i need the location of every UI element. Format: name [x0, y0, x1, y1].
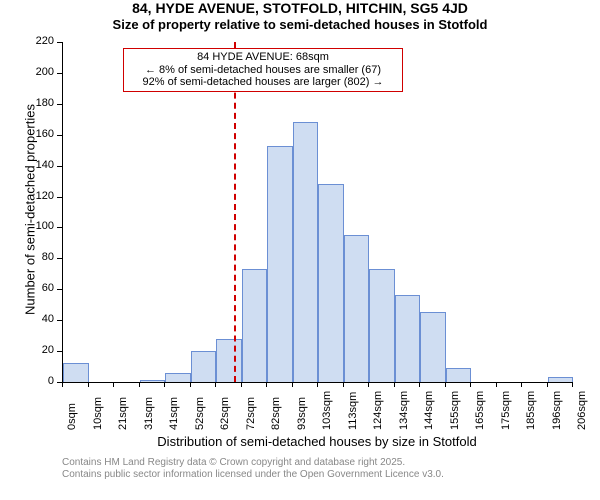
x-tick-label: 113sqm — [347, 392, 359, 430]
x-tick-label: 10sqm — [92, 397, 104, 430]
y-tick-label: 140 — [26, 159, 54, 171]
x-tick — [368, 382, 369, 387]
y-tick-label: 60 — [26, 282, 54, 294]
y-tick — [57, 73, 62, 74]
y-tick-label: 200 — [26, 66, 54, 78]
y-tick — [57, 227, 62, 228]
x-tick-label: 175sqm — [500, 391, 512, 430]
histogram-bar — [369, 269, 395, 382]
x-tick-label: 93sqm — [296, 397, 308, 430]
x-tick-label: 144sqm — [423, 391, 435, 430]
x-tick — [470, 382, 471, 387]
x-tick — [266, 382, 267, 387]
histogram-bar — [63, 363, 89, 382]
x-tick — [343, 382, 344, 387]
x-tick-label: 62sqm — [219, 397, 231, 430]
x-tick-label: 41sqm — [168, 397, 180, 430]
plot-area: 84 HYDE AVENUE: 68sqm ← 8% of semi-detac… — [62, 42, 573, 383]
x-tick-label: 155sqm — [449, 391, 461, 430]
y-tick — [57, 351, 62, 352]
annotation-line1: 84 HYDE AVENUE: 68sqm — [128, 51, 398, 64]
annotation-box: 84 HYDE AVENUE: 68sqm ← 8% of semi-detac… — [123, 48, 403, 92]
y-tick-label: 180 — [26, 97, 54, 109]
histogram-bar — [344, 235, 370, 382]
x-tick-label: 103sqm — [321, 391, 333, 430]
histogram-bar — [293, 122, 319, 382]
chart-subtitle: Size of property relative to semi-detach… — [0, 17, 600, 33]
x-tick — [113, 382, 114, 387]
y-tick — [57, 104, 62, 105]
x-tick-label: 134sqm — [398, 391, 410, 430]
histogram-bar — [216, 339, 242, 382]
histogram-bar — [140, 380, 166, 382]
reference-line — [234, 42, 236, 382]
x-tick-label: 165sqm — [474, 391, 486, 430]
y-tick — [57, 289, 62, 290]
footer-text: Contains HM Land Registry data © Crown c… — [62, 457, 444, 481]
y-tick-label: 40 — [26, 313, 54, 325]
x-tick — [394, 382, 395, 387]
footer-line2: Contains public sector information licen… — [62, 469, 444, 481]
y-tick-label: 80 — [26, 251, 54, 263]
annotation-line3: 92% of semi-detached houses are larger (… — [128, 76, 398, 89]
x-tick — [521, 382, 522, 387]
footer-line1: Contains HM Land Registry data © Crown c… — [62, 457, 444, 469]
chart-title: 84, HYDE AVENUE, STOTFOLD, HITCHIN, SG5 … — [0, 0, 600, 17]
x-tick-label: 196sqm — [551, 391, 563, 430]
y-tick — [57, 197, 62, 198]
histogram-bar — [548, 377, 574, 382]
y-tick-label: 220 — [26, 35, 54, 47]
x-tick-label: 52sqm — [194, 397, 206, 430]
x-tick-label: 72sqm — [245, 397, 257, 430]
histogram-bar — [242, 269, 268, 382]
x-tick — [496, 382, 497, 387]
y-tick-label: 0 — [26, 375, 54, 387]
x-tick-label: 82sqm — [270, 397, 282, 430]
y-tick — [57, 258, 62, 259]
histogram-bar — [191, 351, 217, 382]
y-tick-label: 120 — [26, 190, 54, 202]
annotation-line2: ← 8% of semi-detached houses are smaller… — [128, 64, 398, 77]
x-tick — [419, 382, 420, 387]
x-tick — [547, 382, 548, 387]
y-tick-label: 160 — [26, 128, 54, 140]
x-tick-label: 206sqm — [576, 391, 588, 430]
histogram-bar — [446, 368, 472, 382]
x-axis-label: Distribution of semi-detached houses by … — [62, 434, 572, 449]
y-tick-label: 20 — [26, 344, 54, 356]
y-tick — [57, 42, 62, 43]
x-tick — [572, 382, 573, 387]
histogram-bar — [165, 373, 191, 382]
y-tick — [57, 320, 62, 321]
x-tick — [139, 382, 140, 387]
y-axis-label: Number of semi-detached properties — [23, 85, 38, 335]
x-tick — [292, 382, 293, 387]
x-tick-label: 185sqm — [525, 391, 537, 430]
x-tick — [241, 382, 242, 387]
chart-container: 84, HYDE AVENUE, STOTFOLD, HITCHIN, SG5 … — [0, 0, 600, 500]
y-tick-label: 100 — [26, 220, 54, 232]
x-tick — [88, 382, 89, 387]
x-tick-label: 0sqm — [66, 403, 78, 430]
histogram-bar — [318, 184, 344, 382]
x-tick — [190, 382, 191, 387]
x-tick — [62, 382, 63, 387]
histogram-bar — [267, 146, 293, 382]
x-tick — [164, 382, 165, 387]
x-tick-label: 21sqm — [117, 397, 129, 430]
y-tick — [57, 166, 62, 167]
x-tick-label: 31sqm — [143, 397, 155, 430]
x-tick-label: 124sqm — [372, 391, 384, 430]
x-tick — [445, 382, 446, 387]
histogram-bar — [420, 312, 446, 382]
x-tick — [317, 382, 318, 387]
histogram-bar — [395, 295, 421, 382]
y-tick — [57, 135, 62, 136]
x-tick — [215, 382, 216, 387]
